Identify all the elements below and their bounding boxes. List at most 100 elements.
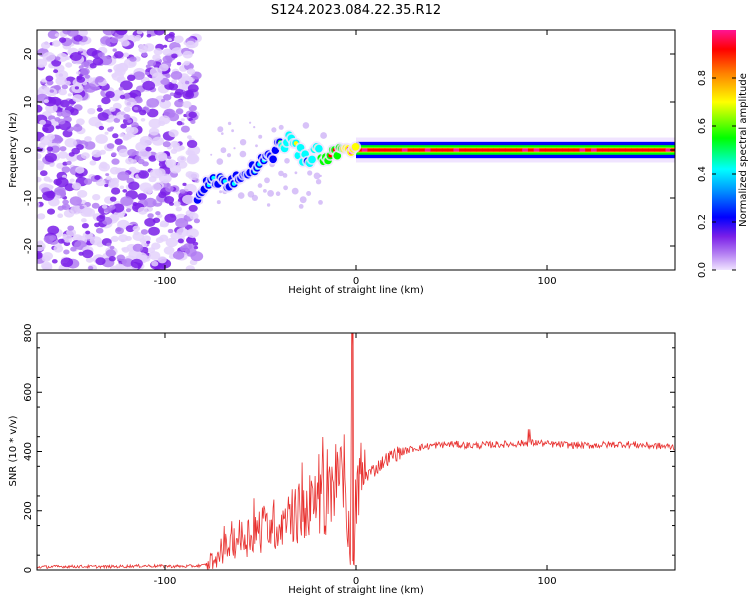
noise-speckle — [133, 106, 139, 111]
noise-speckle — [76, 144, 84, 150]
noise-speckle — [62, 234, 73, 243]
noise-speckle — [124, 97, 137, 108]
noise-speckle — [108, 114, 114, 120]
ridge-blob — [351, 143, 360, 151]
noise-speckle — [98, 125, 105, 131]
noise-speckle — [182, 194, 195, 205]
noise-speckle — [112, 102, 122, 110]
noise-speckle — [171, 53, 178, 59]
noise-speckle — [174, 99, 185, 108]
noise-speckle — [163, 179, 169, 184]
noise-speckle — [182, 101, 192, 108]
noise-speckle — [138, 170, 150, 179]
noise-speckle — [210, 153, 213, 156]
noise-speckle — [43, 99, 50, 104]
noise-speckle — [148, 118, 162, 129]
noise-speckle — [118, 148, 130, 158]
noise-speckle — [220, 147, 227, 154]
noise-speckle — [182, 182, 187, 186]
noise-speckle — [163, 246, 175, 255]
noise-speckle — [278, 170, 284, 177]
noise-speckle — [120, 123, 127, 129]
noise-speckle — [99, 149, 106, 155]
noise-speckle — [54, 33, 60, 37]
noise-speckle — [78, 30, 88, 37]
ridge-blob — [271, 146, 280, 154]
ridge-core-segment — [430, 148, 437, 152]
noise-speckle — [67, 93, 72, 97]
noise-speckle — [52, 40, 61, 47]
noise-speckle — [115, 263, 124, 270]
ridge-core-segment — [516, 148, 523, 152]
noise-speckle — [164, 196, 175, 204]
noise-speckle — [94, 175, 101, 180]
noise-speckle — [166, 183, 171, 187]
noise-speckle — [109, 196, 117, 202]
noise-speckle — [100, 36, 112, 45]
noise-speckle — [187, 135, 192, 140]
noise-speckle — [138, 149, 152, 160]
noise-speckle — [111, 158, 120, 165]
noise-speckle — [81, 223, 89, 229]
noise-speckle — [180, 125, 190, 133]
figure-title: S124.2023.084.22.35.R12 — [271, 3, 441, 18]
noise-speckle — [85, 256, 94, 263]
noise-speckle — [43, 176, 51, 182]
noise-speckle — [175, 206, 182, 212]
noise-speckle — [47, 225, 60, 235]
y-tick-label: 10 — [23, 96, 34, 109]
noise-speckle — [115, 30, 128, 36]
noise-speckle — [92, 194, 101, 201]
noise-speckle — [164, 213, 177, 223]
noise-speckle — [59, 146, 67, 152]
noise-speckle — [139, 135, 153, 146]
noise-speckle — [186, 228, 199, 239]
noise-speckle — [227, 121, 232, 126]
noise-speckle — [66, 228, 77, 237]
noise-speckle — [153, 48, 163, 56]
noise-speckle — [177, 238, 184, 244]
ridge-core-segment — [361, 148, 368, 152]
noise-speckle — [161, 99, 165, 103]
colorbar: 0.0 0.2 0.4 0.6 0.8 Normalized spectral ampl… — [697, 30, 749, 278]
ridge-blob — [333, 151, 342, 160]
noise-speckle — [253, 126, 256, 129]
noise-speckle — [123, 114, 130, 119]
noise-speckle — [109, 166, 120, 175]
colorbar-ticks: 0.0 0.2 0.4 0.6 0.8 — [697, 70, 736, 278]
noise-speckle — [298, 204, 304, 209]
noise-speckle — [89, 62, 97, 69]
noise-speckle — [61, 166, 71, 173]
noise-speckle — [51, 259, 58, 264]
noise-speckle — [320, 132, 327, 139]
noise-speckle — [66, 160, 72, 166]
noise-speckle — [49, 89, 54, 93]
noise-speckle — [82, 81, 88, 86]
noise-speckle — [173, 142, 180, 148]
ridge-core-segment — [625, 148, 632, 152]
noise-speckle — [69, 108, 79, 116]
noise-speckle — [111, 152, 117, 157]
noise-speckle — [294, 171, 298, 175]
noise-speckle — [137, 193, 147, 201]
noise-speckle — [77, 190, 88, 198]
noise-speckle — [129, 56, 137, 62]
ridge-core-segment — [642, 148, 649, 152]
noise-speckle — [162, 48, 173, 56]
noise-speckle — [187, 145, 201, 156]
noise-speckle — [57, 205, 64, 211]
ridge-core-segment — [648, 148, 655, 152]
noise-speckle — [37, 153, 42, 160]
noise-speckle — [132, 225, 141, 232]
ridge-core-segment — [464, 148, 472, 152]
noise-speckle — [188, 105, 197, 112]
noise-speckle — [255, 144, 258, 148]
noise-speckle — [58, 151, 68, 159]
noise-speckle — [105, 249, 116, 258]
ridge-core-segment — [619, 148, 626, 152]
noise-speckle — [42, 127, 49, 132]
y-tick-label: 800 — [23, 323, 34, 342]
noise-speckle — [188, 204, 198, 212]
noise-speckle — [271, 127, 277, 133]
noise-speckle — [144, 71, 150, 76]
